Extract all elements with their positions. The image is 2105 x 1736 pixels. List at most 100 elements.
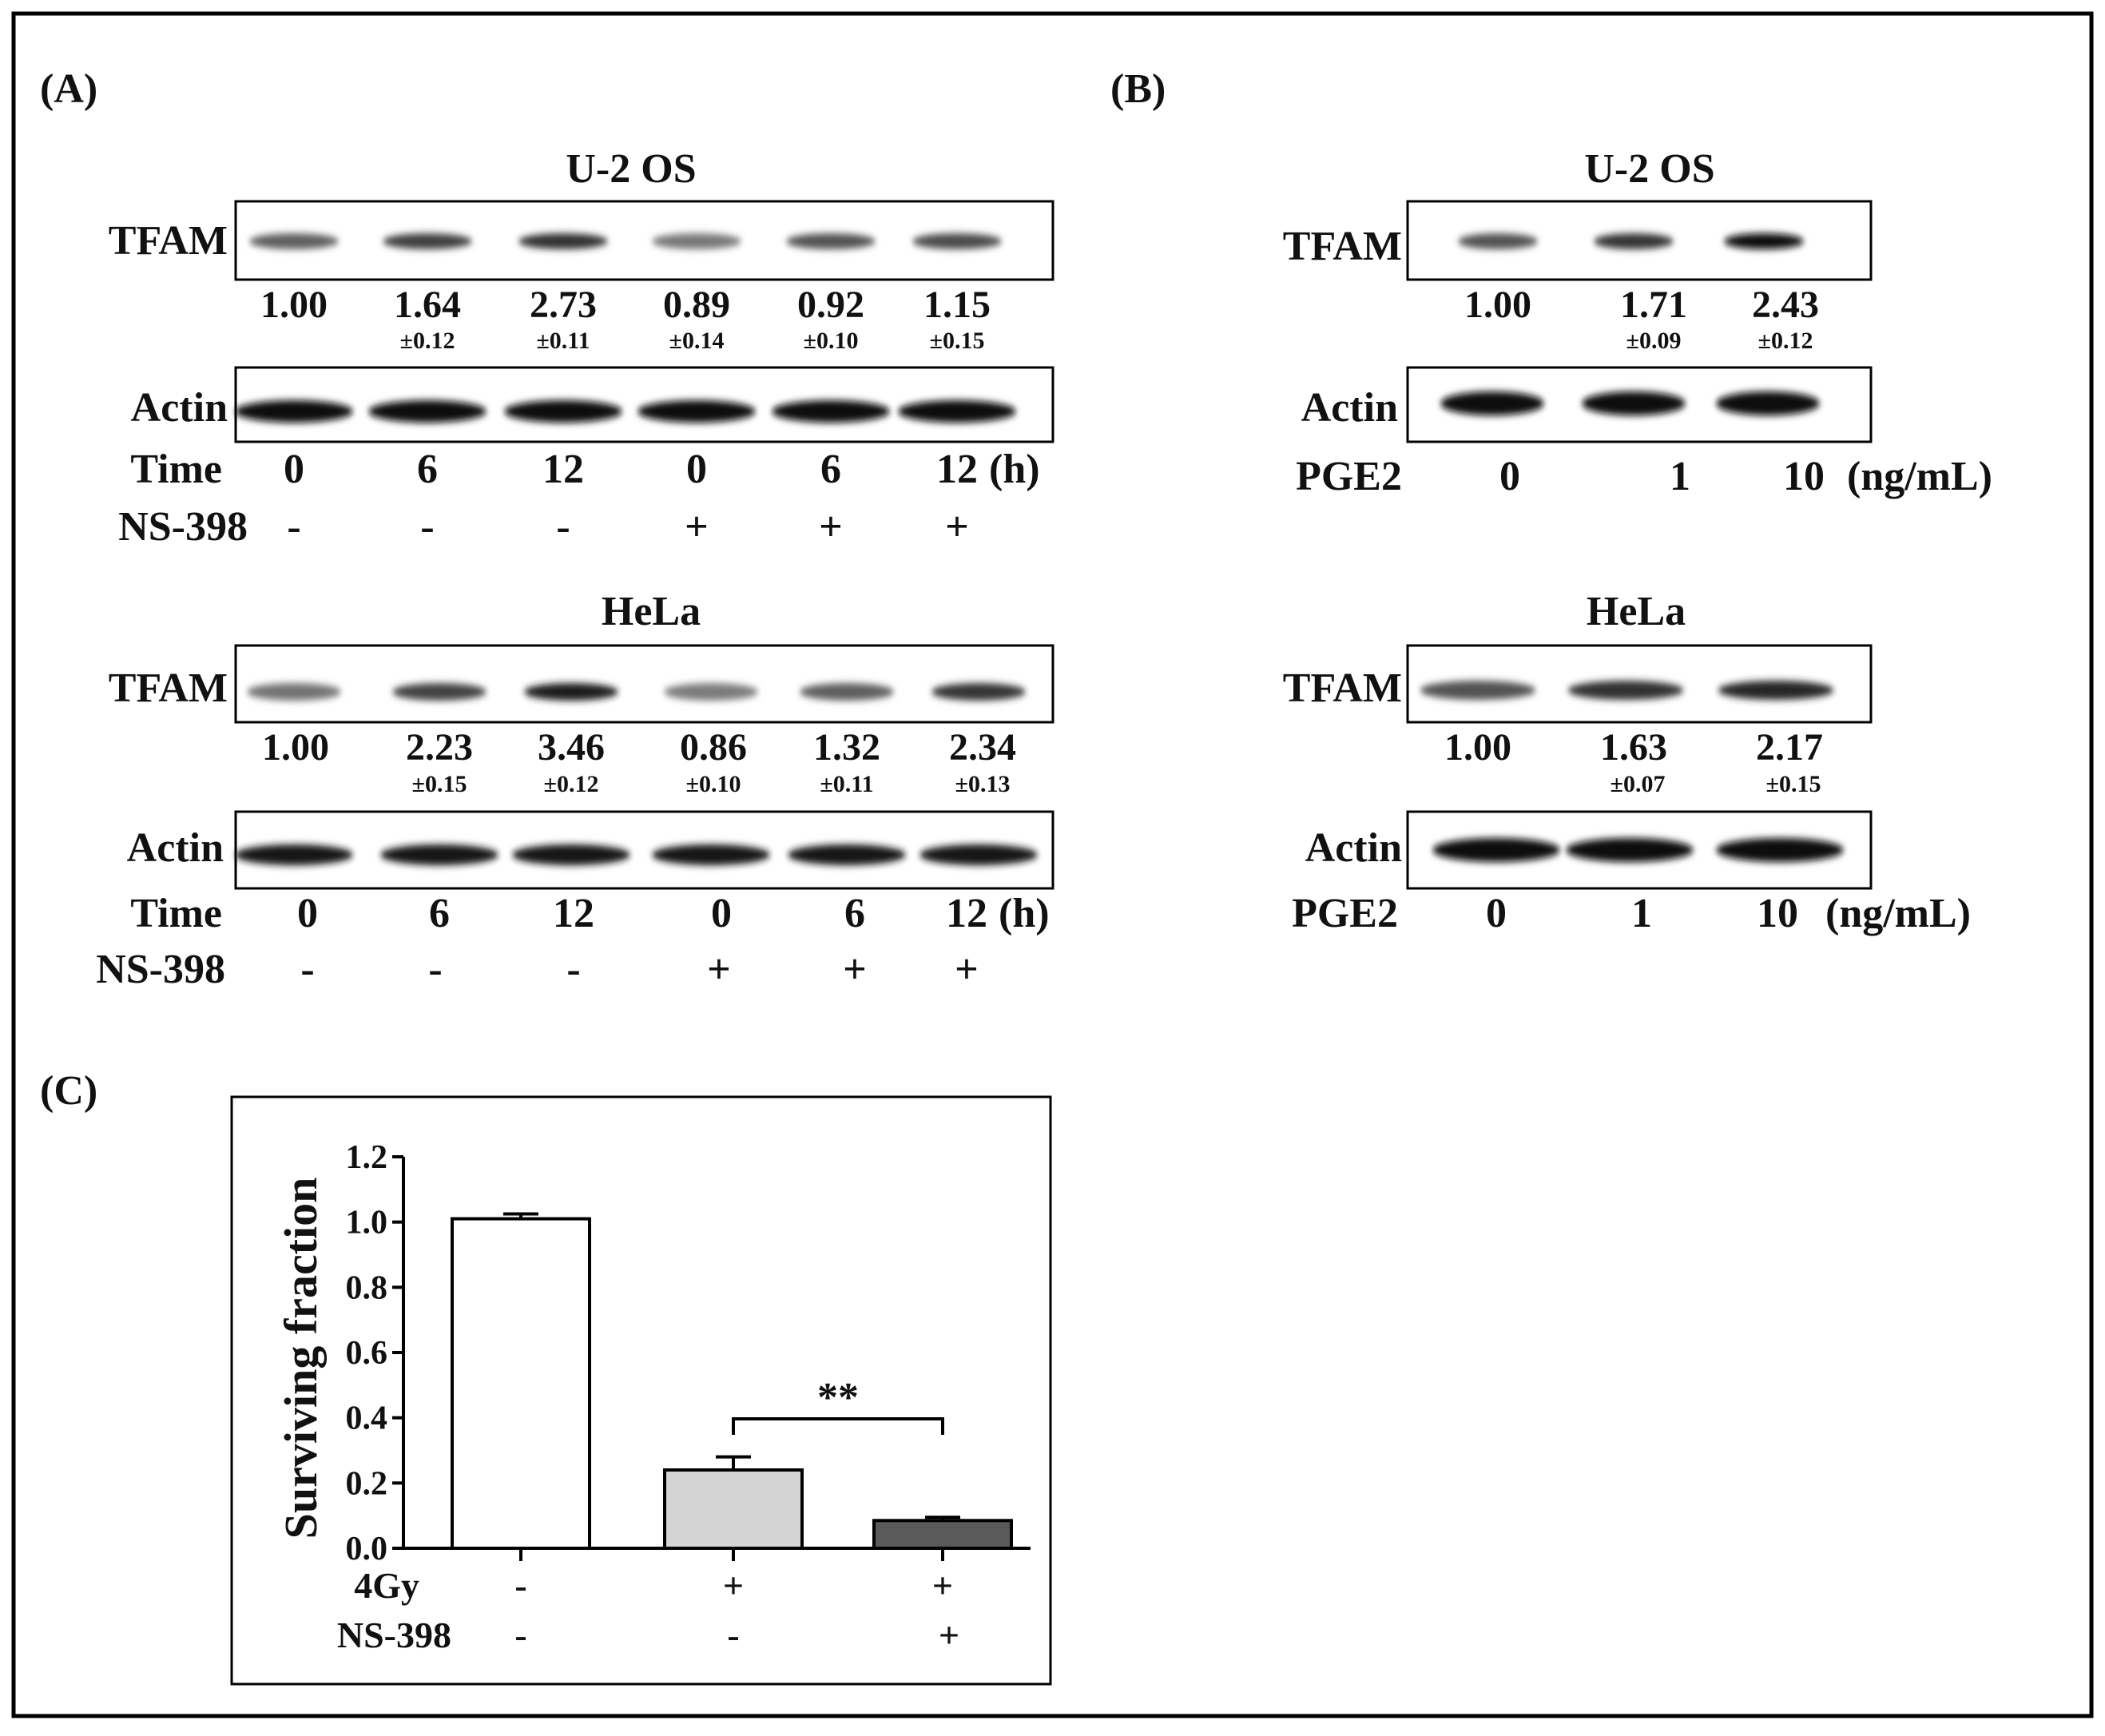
- blot-title: HeLa: [1587, 589, 1686, 634]
- blot-band: [1724, 233, 1804, 249]
- lane-label: 0.89: [663, 284, 730, 326]
- blot-band: [249, 233, 339, 249]
- lane-label: -: [556, 504, 570, 550]
- blot-band: [392, 683, 487, 701]
- significance-bracket: **: [732, 1375, 944, 1435]
- lane-label: 1.00: [1464, 284, 1531, 326]
- blot-band: [1432, 838, 1560, 862]
- blot-band: [247, 683, 341, 701]
- blot-band: [652, 233, 741, 249]
- lane-label: 6: [429, 891, 450, 936]
- blot-band: [652, 844, 770, 865]
- lane-label: +: [945, 504, 969, 550]
- lane-label: +: [707, 947, 731, 992]
- lane-label: ±0.10: [686, 771, 741, 797]
- blot-band: [664, 683, 758, 701]
- lane-label: 10: [1757, 891, 1798, 936]
- time-values: 0 6 12 0 6 12: [297, 891, 987, 936]
- blot-band: [1716, 838, 1844, 862]
- blot-band: [1718, 681, 1834, 700]
- blot-band: [383, 233, 472, 249]
- actin-bands: [235, 400, 1016, 423]
- time-row-label: Time: [130, 891, 222, 936]
- panel-a-blot-u2os: U-2 OS TFAM 1.00 1.64 2.73 0.89 0.92 1.15 ±0.…: [109, 146, 1054, 550]
- ns398-values: - - - + + +: [287, 504, 968, 550]
- lane-label: +: [843, 947, 867, 992]
- bar: [663, 1468, 804, 1550]
- bar: [451, 1217, 591, 1551]
- bracket-line: [732, 1417, 944, 1435]
- blot-band: [788, 844, 906, 865]
- bar: [872, 1519, 1013, 1550]
- ns398-row-label: NS-398: [118, 504, 248, 550]
- error-values: ±0.12 ±0.11 ±0.14 ±0.10 ±0.15: [400, 328, 985, 354]
- lane-label: 12: [542, 447, 584, 492]
- blot-band: [504, 400, 622, 423]
- lane-label: ±0.15: [412, 771, 467, 797]
- panel-b-label: (B): [1110, 66, 1166, 112]
- lane-label: 1.00: [1444, 726, 1511, 769]
- lane-label: ±0.12: [400, 328, 455, 354]
- panel-b-blot-hela: HeLa TFAM 1.00 1.63 2.17 ±0.07 ±0.15 Actin …: [1283, 589, 1971, 936]
- lane-label: 0: [686, 447, 707, 492]
- condition-value: +: [939, 1615, 959, 1655]
- blot-band: [898, 400, 1016, 423]
- lane-label: -: [566, 947, 580, 992]
- pge2-unit: (ng/mL): [1825, 891, 1971, 936]
- lane-label: 0: [284, 447, 304, 492]
- actin-label: Actin: [127, 825, 224, 871]
- lane-label: 1.71: [1620, 284, 1687, 326]
- blot-band: [1566, 838, 1694, 862]
- blot-band: [772, 400, 890, 423]
- lane-label: 10: [1783, 454, 1825, 499]
- blot-band: [637, 400, 756, 423]
- blot-band: [1458, 233, 1538, 249]
- blot-title: U-2 OS: [1584, 146, 1714, 192]
- lane-label: 0: [1499, 454, 1520, 499]
- lane-label: ±0.09: [1626, 328, 1682, 354]
- pge2-row-label: PGE2: [1296, 454, 1402, 499]
- lane-label: 2.34: [949, 726, 1016, 769]
- condition-value: +: [932, 1565, 953, 1606]
- lane-label: ±0.12: [544, 771, 599, 797]
- lane-label: 6: [844, 891, 865, 936]
- condition-row-label: NS-398: [337, 1615, 451, 1655]
- y-tick-label: 0.2: [346, 1465, 388, 1502]
- blot-band: [1440, 391, 1544, 415]
- panel-c-chart: Surviving fraction 0.0 0.2 0.4 0.6 0.8 1.0 1.2…: [230, 1095, 1052, 1686]
- lane-label: 1.32: [813, 726, 880, 769]
- tfam-label: TFAM: [1283, 665, 1402, 711]
- lane-label: ±0.11: [536, 328, 590, 354]
- lane-label: 0: [711, 891, 732, 936]
- blot-title: HeLa: [602, 589, 701, 634]
- condition-value: -: [514, 1565, 526, 1606]
- lane-label: 2.43: [1752, 284, 1819, 326]
- lane-label: +: [819, 504, 843, 550]
- ratio-values: 1.00 2.23 3.46 0.86 1.32 2.34: [262, 726, 1016, 769]
- lane-label: ±0.15: [1766, 771, 1821, 797]
- blot-band: [235, 844, 353, 865]
- tfam-label: TFAM: [109, 665, 228, 711]
- lane-label: 0.86: [680, 726, 747, 769]
- lane-label: -: [420, 504, 434, 550]
- blot-band: [1582, 391, 1686, 415]
- lane-label: 6: [820, 447, 841, 492]
- lane-label: -: [428, 947, 442, 992]
- y-tick-label: 1.0: [346, 1205, 388, 1241]
- actin-bands: [1432, 838, 1844, 862]
- panel-b-blot-u2os: U-2 OS TFAM 1.00 1.71 2.43 ±0.09 ±0.12 Acti…: [1283, 146, 1992, 499]
- lane-label: 3.46: [538, 726, 605, 769]
- lane-label: 1: [1670, 454, 1690, 499]
- error-values: ±0.07 ±0.15: [1611, 771, 1821, 797]
- blot-band: [1567, 681, 1684, 700]
- significance-marker: **: [817, 1375, 859, 1420]
- blot-band: [518, 233, 608, 249]
- actin-label: Actin: [131, 385, 228, 431]
- blot-band: [368, 400, 487, 423]
- lane-label: -: [300, 947, 314, 992]
- lane-label: +: [955, 947, 979, 992]
- y-tick-label: 1.2: [346, 1139, 388, 1176]
- tfam-bands: [247, 683, 1026, 701]
- y-tick-label: 0.4: [346, 1400, 388, 1437]
- blot-band: [524, 683, 618, 701]
